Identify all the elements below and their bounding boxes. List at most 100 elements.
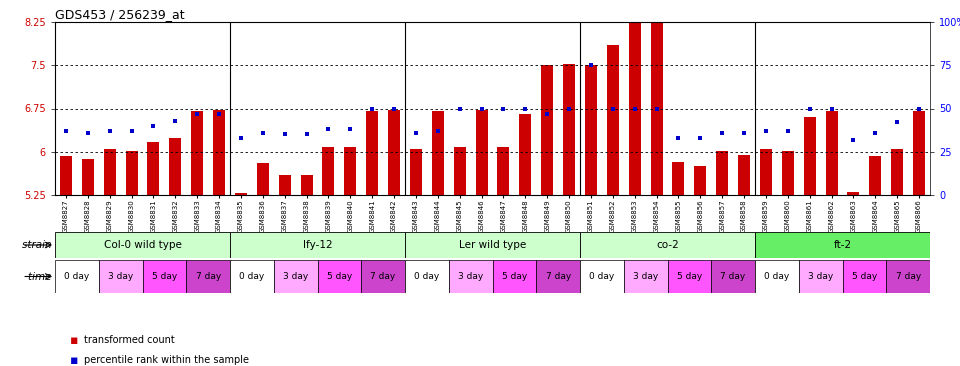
- Bar: [191, 111, 204, 195]
- Bar: [848, 192, 859, 195]
- Text: 3 day: 3 day: [283, 272, 308, 281]
- Bar: [366, 111, 378, 195]
- Bar: [564, 64, 575, 195]
- Point: [277, 131, 293, 137]
- Bar: [716, 150, 729, 195]
- Text: co-2: co-2: [656, 240, 679, 250]
- Bar: [492, 260, 537, 293]
- Text: 7 day: 7 day: [545, 272, 571, 281]
- Text: 0 day: 0 day: [64, 272, 89, 281]
- Text: 0 day: 0 day: [589, 272, 614, 281]
- Bar: [755, 260, 799, 293]
- Bar: [432, 111, 444, 195]
- Text: Ler wild type: Ler wild type: [459, 240, 526, 250]
- Bar: [624, 260, 667, 293]
- Point: [758, 128, 774, 134]
- Bar: [345, 147, 356, 195]
- Point: [802, 105, 817, 111]
- Point: [189, 111, 204, 117]
- Bar: [541, 65, 553, 195]
- Text: 0 day: 0 day: [764, 272, 789, 281]
- Point: [671, 135, 686, 141]
- Text: strain: strain: [22, 240, 55, 250]
- Point: [584, 62, 599, 68]
- Point: [211, 111, 227, 117]
- Bar: [213, 110, 225, 195]
- Point: [780, 128, 796, 134]
- Bar: [278, 175, 291, 195]
- Point: [495, 105, 511, 111]
- Text: Col-0 wild type: Col-0 wild type: [104, 240, 181, 250]
- Text: lfy-12: lfy-12: [302, 240, 332, 250]
- Text: 3 day: 3 day: [808, 272, 833, 281]
- Bar: [186, 260, 230, 293]
- Point: [649, 105, 664, 111]
- Point: [59, 128, 74, 134]
- Point: [80, 130, 95, 136]
- Point: [321, 126, 336, 132]
- Bar: [886, 260, 930, 293]
- Point: [168, 118, 183, 124]
- Bar: [300, 175, 313, 195]
- Bar: [799, 260, 843, 293]
- Bar: [388, 110, 400, 195]
- Point: [408, 130, 423, 136]
- Text: 7 day: 7 day: [371, 272, 396, 281]
- Bar: [891, 149, 903, 195]
- Text: 5 day: 5 day: [677, 272, 702, 281]
- Bar: [667, 260, 711, 293]
- Text: ▪: ▪: [69, 333, 78, 347]
- Text: 3 day: 3 day: [633, 272, 659, 281]
- Bar: [475, 110, 488, 195]
- Point: [430, 128, 445, 134]
- Point: [890, 119, 905, 125]
- Point: [824, 105, 839, 111]
- Bar: [755, 232, 930, 258]
- Bar: [405, 260, 448, 293]
- Bar: [694, 166, 707, 195]
- Bar: [126, 150, 137, 195]
- Text: 5 day: 5 day: [852, 272, 877, 281]
- Bar: [760, 149, 772, 195]
- Text: 3 day: 3 day: [458, 272, 483, 281]
- Bar: [55, 232, 230, 258]
- Point: [911, 105, 926, 111]
- Bar: [537, 260, 580, 293]
- Bar: [55, 260, 99, 293]
- Point: [146, 123, 161, 129]
- Text: time: time: [28, 272, 55, 281]
- Text: ft-2: ft-2: [833, 240, 852, 250]
- Bar: [629, 2, 640, 195]
- Bar: [82, 159, 94, 195]
- Point: [736, 130, 752, 136]
- Text: ▪: ▪: [69, 354, 78, 366]
- Bar: [142, 260, 186, 293]
- Point: [386, 105, 401, 111]
- Text: 5 day: 5 day: [152, 272, 177, 281]
- Point: [255, 130, 271, 136]
- Bar: [104, 149, 116, 195]
- Bar: [580, 260, 624, 293]
- Text: 7 day: 7 day: [721, 272, 746, 281]
- Bar: [870, 156, 881, 195]
- Text: GDS453 / 256239_at: GDS453 / 256239_at: [55, 8, 184, 21]
- Bar: [651, 5, 662, 195]
- Point: [474, 105, 490, 111]
- Bar: [454, 147, 466, 195]
- Bar: [497, 147, 510, 195]
- Bar: [585, 65, 597, 195]
- Text: percentile rank within the sample: percentile rank within the sample: [84, 355, 249, 365]
- Bar: [519, 114, 531, 195]
- Point: [452, 105, 468, 111]
- Bar: [804, 117, 816, 195]
- Bar: [318, 260, 361, 293]
- Point: [868, 130, 883, 136]
- Bar: [99, 260, 142, 293]
- Bar: [410, 149, 422, 195]
- Text: 5 day: 5 day: [502, 272, 527, 281]
- Text: 7 day: 7 day: [896, 272, 921, 281]
- Point: [562, 105, 577, 111]
- Bar: [781, 150, 794, 195]
- Point: [124, 128, 139, 134]
- Text: 7 day: 7 day: [196, 272, 221, 281]
